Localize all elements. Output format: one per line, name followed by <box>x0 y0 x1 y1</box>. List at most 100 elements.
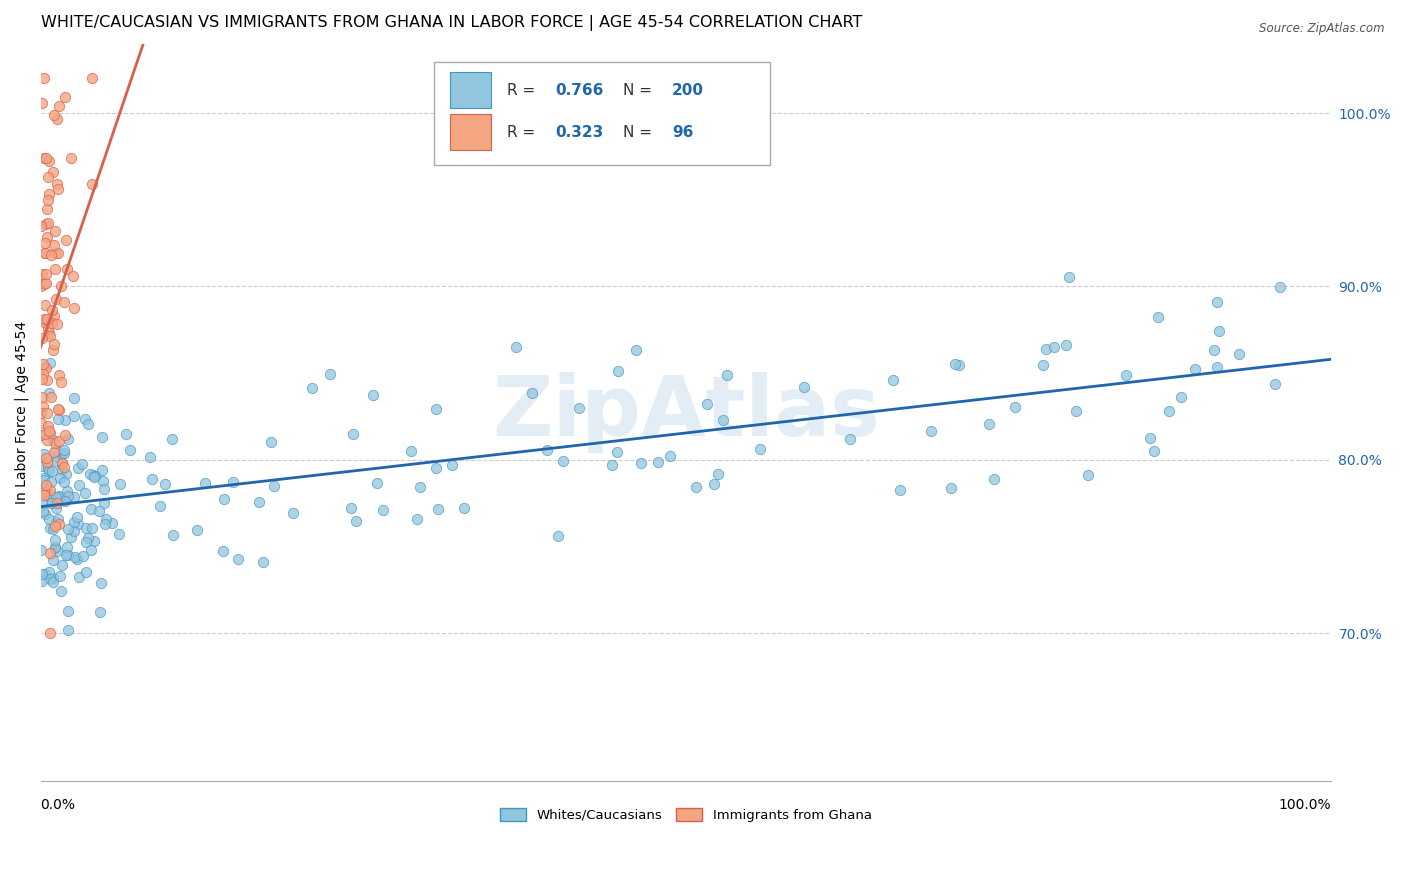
Point <box>84 469 107 483</box>
Point <box>35 478 58 492</box>
Point <box>77 417 100 432</box>
Text: N =: N = <box>623 83 657 97</box>
Point <box>108 527 131 541</box>
Point <box>115 427 138 442</box>
Point <box>505 340 527 354</box>
Point <box>35 267 58 281</box>
Point <box>39 520 62 534</box>
Point <box>41 343 63 357</box>
Point <box>37 322 59 336</box>
Text: 0.323: 0.323 <box>555 125 605 140</box>
Point <box>149 499 172 513</box>
Point <box>35 151 58 165</box>
Point <box>120 443 142 458</box>
Point <box>37 455 59 469</box>
Point <box>42 574 65 589</box>
Point <box>93 496 115 510</box>
Point <box>49 490 72 504</box>
Point <box>75 534 97 549</box>
Point <box>39 475 62 489</box>
Point <box>53 446 76 460</box>
Point <box>37 170 59 185</box>
Point <box>647 455 669 469</box>
Point <box>63 391 86 405</box>
Point <box>1032 358 1054 372</box>
Point <box>31 331 53 345</box>
Point <box>34 361 56 376</box>
Point <box>44 224 66 238</box>
Point <box>52 475 75 489</box>
Point <box>212 544 235 558</box>
Point <box>83 470 105 484</box>
Text: 96: 96 <box>672 125 693 140</box>
Point <box>1264 376 1286 391</box>
Point <box>882 373 904 387</box>
Point <box>160 433 183 447</box>
Point <box>44 518 66 533</box>
Point <box>58 522 80 536</box>
Point <box>948 359 970 373</box>
Point <box>80 521 103 535</box>
Point <box>38 328 60 343</box>
Point <box>46 512 69 526</box>
Point <box>35 361 58 376</box>
Point <box>793 380 815 394</box>
Point <box>1146 310 1168 324</box>
Text: R =: R = <box>506 125 540 140</box>
Point <box>90 576 112 591</box>
Point <box>41 464 63 478</box>
Point <box>44 435 66 450</box>
Point <box>301 381 323 395</box>
Point <box>48 403 70 417</box>
Text: R =: R = <box>506 83 540 97</box>
Point <box>49 568 72 582</box>
Point <box>39 391 62 405</box>
Point <box>89 605 111 619</box>
Point <box>624 343 647 357</box>
Point <box>80 542 103 557</box>
Point <box>53 294 76 309</box>
Point <box>31 371 53 385</box>
Point <box>34 298 56 312</box>
FancyBboxPatch shape <box>434 62 770 165</box>
Point <box>659 449 682 463</box>
Point <box>48 368 70 382</box>
Point <box>32 399 55 413</box>
Point <box>37 193 59 207</box>
Point <box>38 424 60 438</box>
Point <box>162 528 184 542</box>
Point <box>90 463 112 477</box>
Point <box>30 219 52 234</box>
Point <box>186 523 208 537</box>
Point <box>32 485 55 500</box>
Point <box>48 516 70 531</box>
Point <box>1143 443 1166 458</box>
Point <box>93 482 115 496</box>
Point <box>42 309 65 323</box>
Point <box>155 476 177 491</box>
Point <box>30 406 52 420</box>
Point <box>44 238 66 252</box>
Point <box>34 246 56 260</box>
Point <box>340 500 363 515</box>
Point <box>56 484 79 499</box>
Point <box>703 477 725 491</box>
Point <box>42 522 65 536</box>
Point <box>1227 346 1250 360</box>
Point <box>31 483 53 497</box>
Point <box>45 246 67 260</box>
Point <box>45 293 67 307</box>
Text: 200: 200 <box>672 83 704 97</box>
Point <box>38 483 60 498</box>
Point <box>1057 270 1080 285</box>
Point <box>748 442 770 457</box>
Point <box>66 552 89 566</box>
Point <box>72 549 94 564</box>
Text: ZipAtlas: ZipAtlas <box>492 372 880 452</box>
Point <box>212 492 235 507</box>
Point <box>46 177 69 191</box>
Point <box>34 151 56 165</box>
Y-axis label: In Labor Force | Age 45-54: In Labor Force | Age 45-54 <box>15 320 30 504</box>
Point <box>606 445 628 459</box>
Point <box>53 428 76 442</box>
